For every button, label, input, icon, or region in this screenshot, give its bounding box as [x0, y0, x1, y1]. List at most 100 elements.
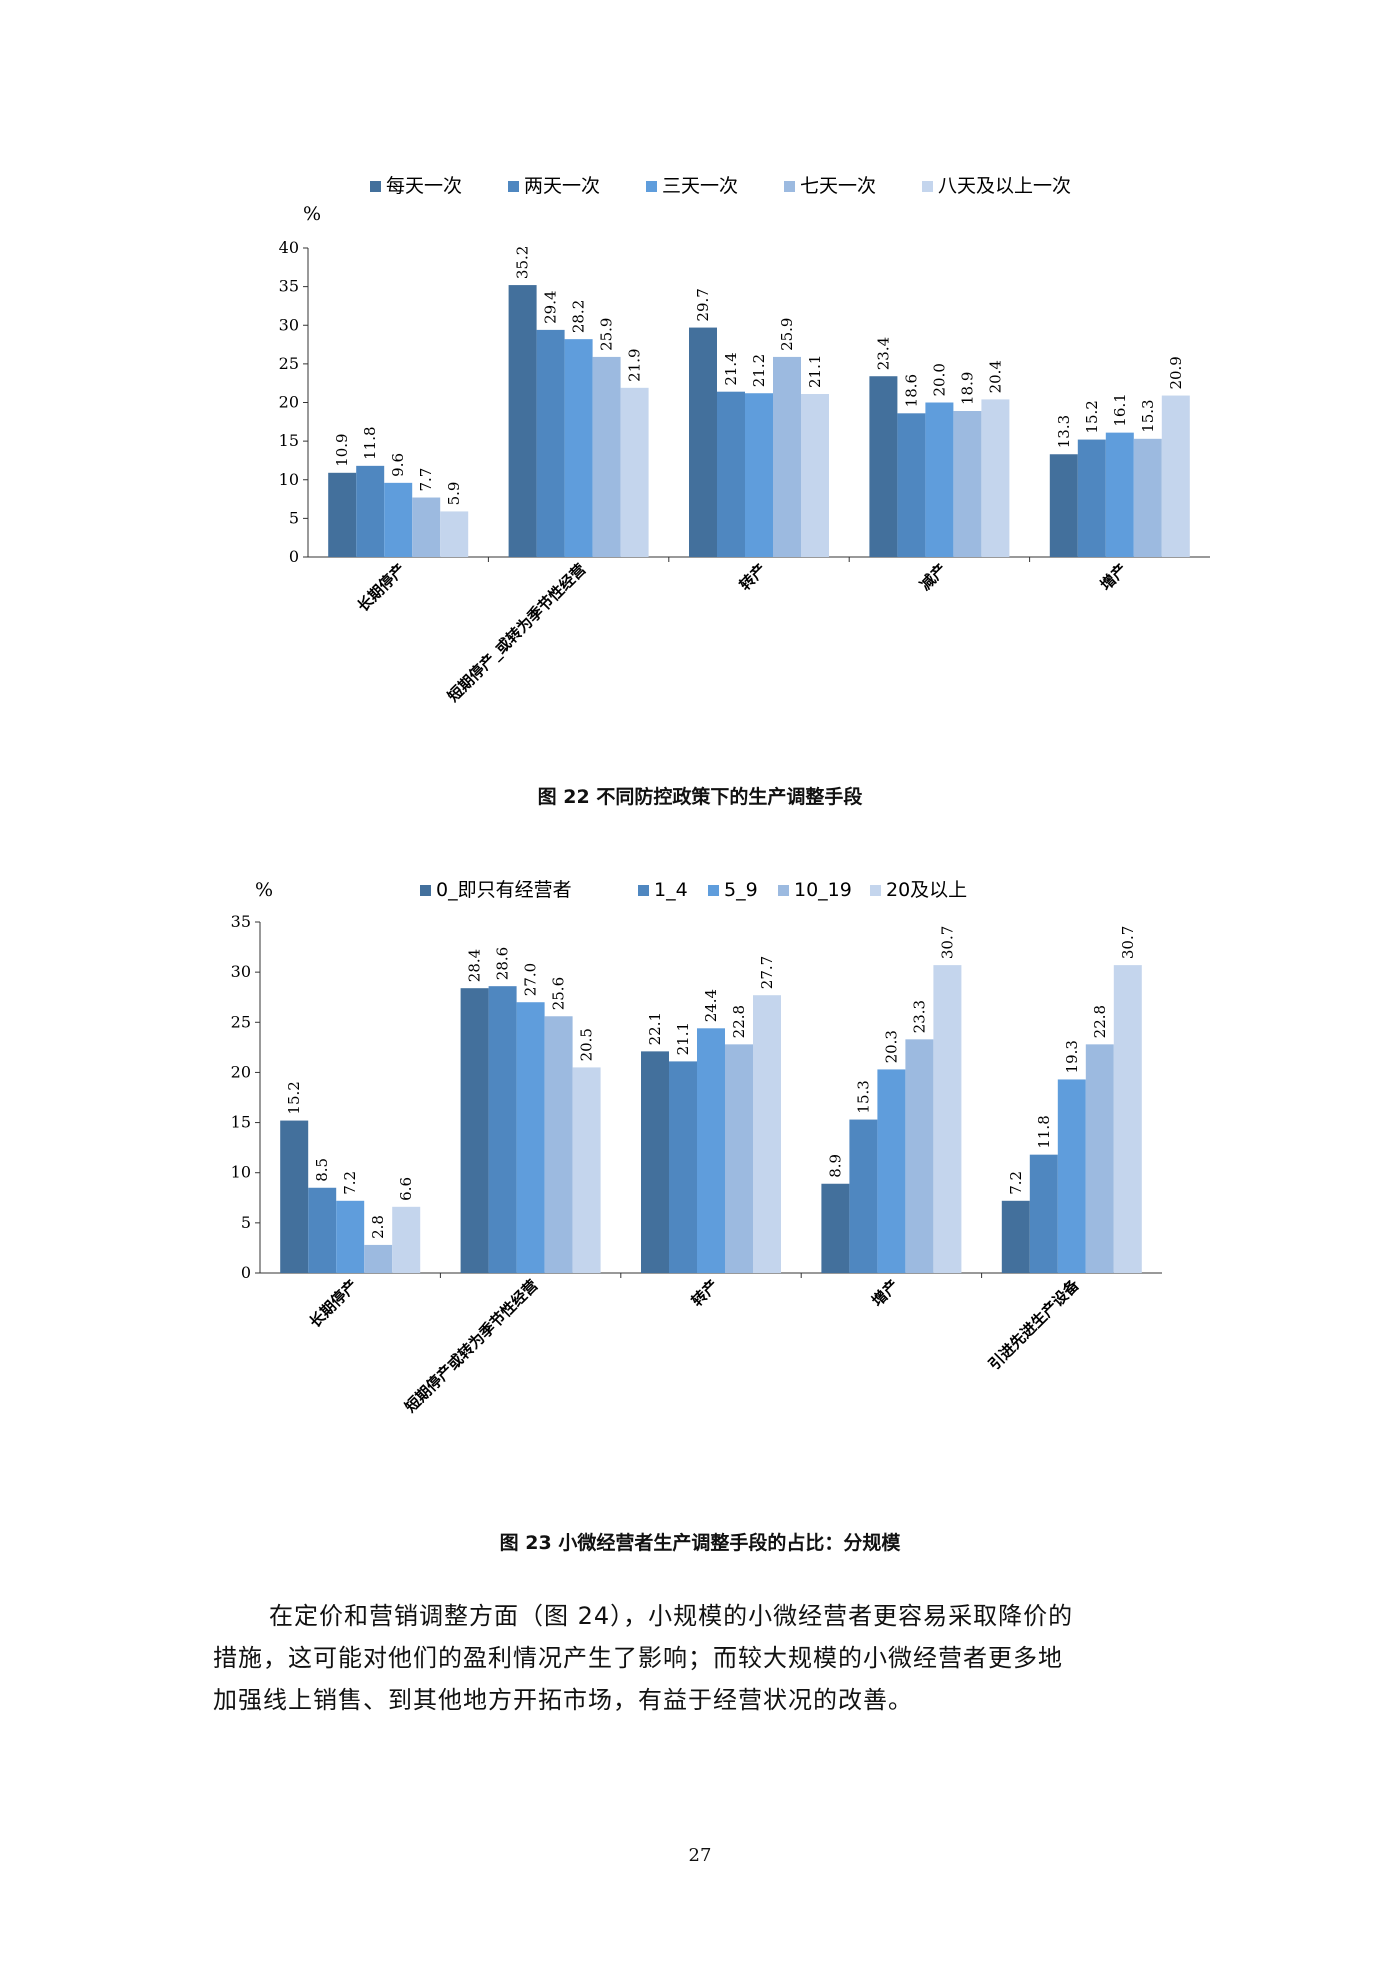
- bar-value-label-1-4: 20.5: [578, 1028, 596, 1061]
- bar-value-label-0-4: 5.9: [445, 482, 463, 506]
- bar-value-label-2-4: 27.7: [758, 956, 776, 989]
- bar-1-4: [620, 387, 649, 557]
- bar-4-1: [1077, 439, 1106, 557]
- bar-3-3: [905, 1039, 934, 1273]
- y-tick-label: 10: [231, 1163, 251, 1182]
- legend-swatch-4: [922, 181, 933, 192]
- chart-production-adjustment-by-size: 0_即只有经营者 1_4 5_9 10_19 20及以上% 0 5 10 15 20 25 30 35 1…: [231, 880, 1162, 1416]
- bar-value-label-3-2: 20.3: [882, 1030, 900, 1063]
- body-paragraph-line-3: 加强线上销售、到其他地方开拓市场，有益于经营状况的改善。: [213, 1686, 913, 1714]
- legend-swatch-2: [708, 885, 719, 896]
- category-label-3: 增产: [868, 1276, 902, 1310]
- bar-2-4: [801, 394, 829, 557]
- legend-swatch-3: [784, 181, 795, 192]
- bar-value-label-4-4: 30.7: [1119, 926, 1137, 959]
- bar-value-label-3-4: 20.4: [986, 360, 1004, 393]
- bar-value-label-2-2: 24.4: [702, 989, 720, 1022]
- bar-0-3: [364, 1244, 393, 1273]
- legend-swatch-4: [870, 885, 881, 896]
- bar-0-0: [328, 472, 357, 557]
- category-label-4: 引进先进生产设备: [985, 1275, 1083, 1373]
- bar-value-label-0-0: 15.2: [285, 1081, 303, 1114]
- bar-4-0: [1049, 454, 1078, 557]
- bar-value-label-3-3: 23.3: [910, 1000, 928, 1033]
- bar-1-2: [516, 1002, 545, 1273]
- legend-label-1: 1_4: [654, 880, 688, 901]
- bar-value-label-4-3: 22.8: [1091, 1005, 1109, 1038]
- bar-value-label-0-2: 7.2: [341, 1171, 359, 1195]
- bar-4-2: [1105, 432, 1134, 557]
- bar-value-label-1-1: 28.6: [494, 947, 512, 980]
- bar-value-label-2-0: 22.1: [646, 1012, 664, 1045]
- y-tick-label: 5: [289, 508, 299, 527]
- bar-4-4: [1113, 965, 1142, 1273]
- bar-4-1: [1029, 1154, 1058, 1273]
- bar-2-1: [717, 391, 745, 557]
- bar-1-1: [536, 329, 565, 557]
- bar-value-label-4-1: 15.2: [1083, 400, 1101, 433]
- bar-4-3: [1133, 438, 1162, 557]
- y-tick-label: 35: [279, 277, 299, 296]
- bar-3-1: [897, 413, 926, 557]
- y-axis-unit: %: [255, 880, 273, 901]
- y-tick-label: 15: [231, 1113, 251, 1132]
- bar-value-label-0-1: 8.5: [313, 1158, 331, 1182]
- bar-2-3: [725, 1044, 753, 1273]
- bar-value-label-2-2: 21.2: [750, 354, 768, 387]
- figure-23-caption: 图 23 小微经营者生产调整手段的占比：分规模: [499, 1532, 901, 1554]
- y-tick-label: 35: [231, 912, 251, 931]
- bar-value-label-3-1: 15.3: [854, 1080, 872, 1113]
- legend-swatch-1: [638, 885, 649, 896]
- bar-4-4: [1161, 395, 1190, 557]
- y-tick-label: 20: [231, 1062, 251, 1081]
- bar-0-0: [280, 1120, 309, 1273]
- bar-value-label-2-3: 25.9: [778, 318, 796, 351]
- y-tick-label: 10: [279, 470, 299, 489]
- bar-2-0: [689, 327, 717, 557]
- category-label-4: 增产: [1097, 560, 1131, 594]
- bar-0-4: [392, 1206, 421, 1273]
- bar-value-label-4-4: 20.9: [1167, 356, 1185, 389]
- legend-swatch-0: [370, 181, 381, 192]
- bar-value-label-3-0: 23.4: [874, 337, 892, 370]
- bar-2-3: [773, 356, 801, 557]
- bar-value-label-1-3: 25.9: [598, 318, 616, 351]
- bar-2-1: [669, 1061, 697, 1273]
- bar-value-label-0-0: 10.9: [333, 433, 351, 466]
- bar-value-label-1-0: 28.4: [466, 949, 484, 982]
- bar-value-label-0-2: 9.6: [389, 453, 407, 477]
- bar-4-3: [1085, 1044, 1114, 1273]
- bar-3-4: [933, 965, 962, 1273]
- legend-swatch-2: [646, 181, 657, 192]
- bar-4-0: [1001, 1200, 1030, 1273]
- category-label-1: 短期停产或转为季节性经营: [401, 1276, 541, 1416]
- y-tick-label: 20: [279, 393, 299, 412]
- bar-4-2: [1057, 1079, 1086, 1273]
- bar-0-1: [308, 1187, 337, 1273]
- category-label-1: 短期停产_或转为季节性经营: [444, 560, 589, 705]
- legend-label-4: 20及以上: [886, 880, 967, 901]
- y-tick-label: 30: [279, 315, 299, 334]
- bar-0-2: [384, 482, 413, 557]
- bar-3-0: [869, 376, 898, 557]
- bar-0-2: [336, 1200, 365, 1273]
- y-tick-label: 0: [289, 547, 299, 566]
- bar-3-4: [981, 399, 1010, 557]
- bar-value-label-3-1: 18.6: [902, 374, 920, 407]
- y-tick-label: 25: [231, 1012, 251, 1031]
- bar-value-label-4-1: 11.8: [1035, 1115, 1053, 1148]
- legend-label-2: 三天一次: [662, 175, 738, 197]
- bar-1-2: [564, 339, 593, 557]
- bar-3-2: [877, 1069, 906, 1273]
- y-tick-label: 5: [241, 1213, 251, 1232]
- bar-value-label-1-1: 29.4: [542, 290, 560, 323]
- bar-value-label-3-4: 30.7: [938, 926, 956, 959]
- bar-value-label-4-0: 7.2: [1007, 1171, 1025, 1195]
- bar-value-label-3-3: 18.9: [958, 372, 976, 405]
- bar-value-label-0-1: 11.8: [361, 426, 379, 459]
- bar-value-label-3-2: 20.0: [930, 363, 948, 396]
- category-label-0: 长期停产: [306, 1276, 361, 1331]
- bar-0-3: [412, 497, 441, 557]
- bar-3-3: [953, 410, 982, 557]
- bar-3-0: [821, 1183, 850, 1273]
